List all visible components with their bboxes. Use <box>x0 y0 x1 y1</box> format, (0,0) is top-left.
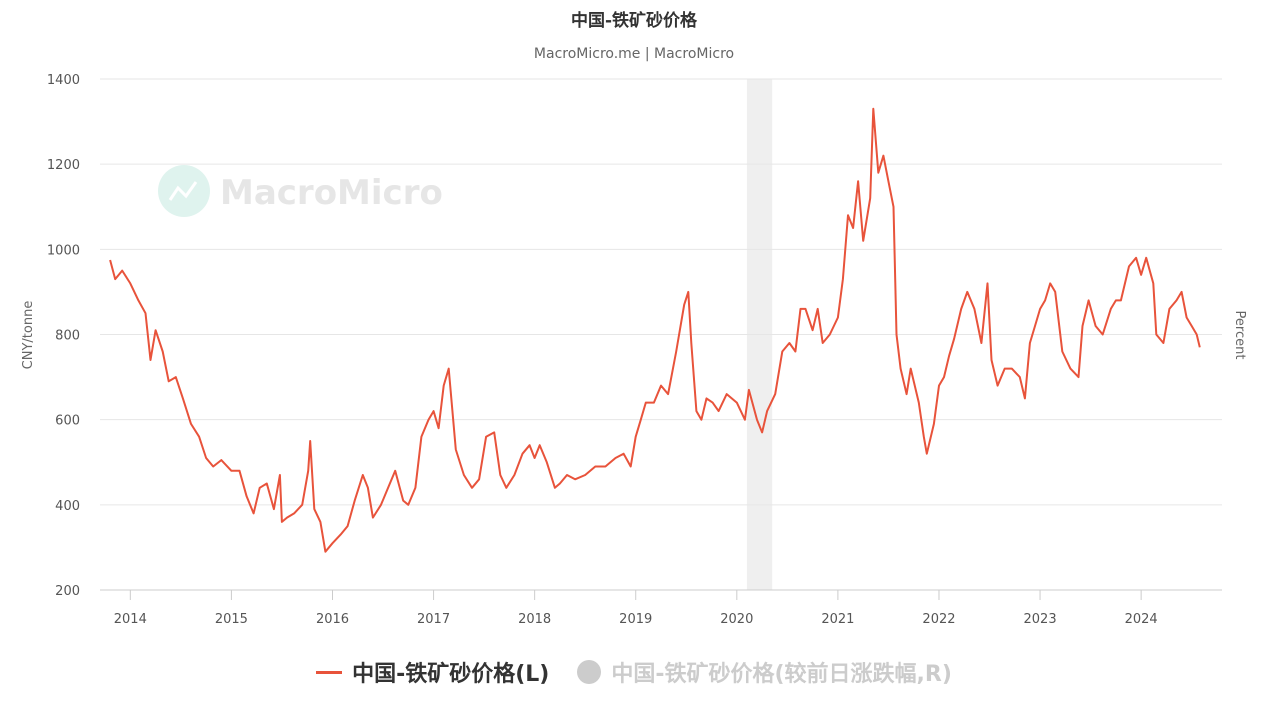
legend-label-price: 中国-铁矿砂价格(L) <box>352 662 550 687</box>
y-tick-label: 600 <box>55 414 80 429</box>
y-tick-label: 800 <box>55 329 80 344</box>
x-tick-label: 2018 <box>518 612 551 627</box>
y-tick-label: 1000 <box>47 243 80 258</box>
x-axis-ticks: 2014 2015 2016 2017 2018 2019 2020 2021 2022 2023… <box>114 590 1158 627</box>
x-tick-label: 2015 <box>215 612 248 627</box>
legend-line-icon <box>316 670 343 674</box>
y-tick-label: 400 <box>55 499 80 514</box>
chart-title: 中国-铁矿砂价格 <box>571 10 698 31</box>
x-tick-label: 2022 <box>922 612 955 627</box>
legend-circle-icon <box>577 660 602 684</box>
grid-lines <box>100 78 1222 591</box>
legend: 中国-铁矿砂价格(L) 中国-铁矿砂价格(较前日涨跌幅,R) <box>0 650 1268 694</box>
x-tick-label: 2020 <box>720 612 753 627</box>
legend-item-price[interactable]: 中国-铁矿砂价格(L) <box>316 656 549 688</box>
y-axis-ticks: 200 400 600 800 1000 1200 1400 <box>47 73 80 599</box>
y-tick-label: 1400 <box>47 73 80 88</box>
watermark-logo-icon <box>158 165 210 217</box>
watermark: MacroMicro <box>158 165 443 217</box>
y-axis-label-right: Percent <box>1232 311 1247 360</box>
y-tick-label: 1200 <box>47 158 80 173</box>
legend-label-daily-change: 中国-铁矿砂价格(较前日涨跌幅,R) <box>611 662 952 687</box>
x-tick-label: 2023 <box>1024 612 1057 627</box>
y-tick-label: 200 <box>55 584 80 599</box>
x-tick-label: 2017 <box>417 612 450 627</box>
x-tick-label: 2024 <box>1125 612 1158 627</box>
y-axis-label-left: CNY/tonne <box>21 301 36 370</box>
chart-canvas: 中国-铁矿砂价格 MacroMicro.me | MacroMicro Macr… <box>21 10 1247 627</box>
x-tick-label: 2019 <box>619 612 652 627</box>
watermark-text: MacroMicro <box>220 173 443 213</box>
legend-item-daily-change[interactable]: 中国-铁矿砂价格(较前日涨跌幅,R) <box>577 656 952 688</box>
x-tick-label: 2016 <box>316 612 349 627</box>
x-tick-label: 2021 <box>821 612 854 627</box>
series-line-iron-ore-price <box>109 107 1201 553</box>
chart-subtitle: MacroMicro.me | MacroMicro <box>534 46 734 62</box>
x-tick-label: 2014 <box>114 612 147 627</box>
